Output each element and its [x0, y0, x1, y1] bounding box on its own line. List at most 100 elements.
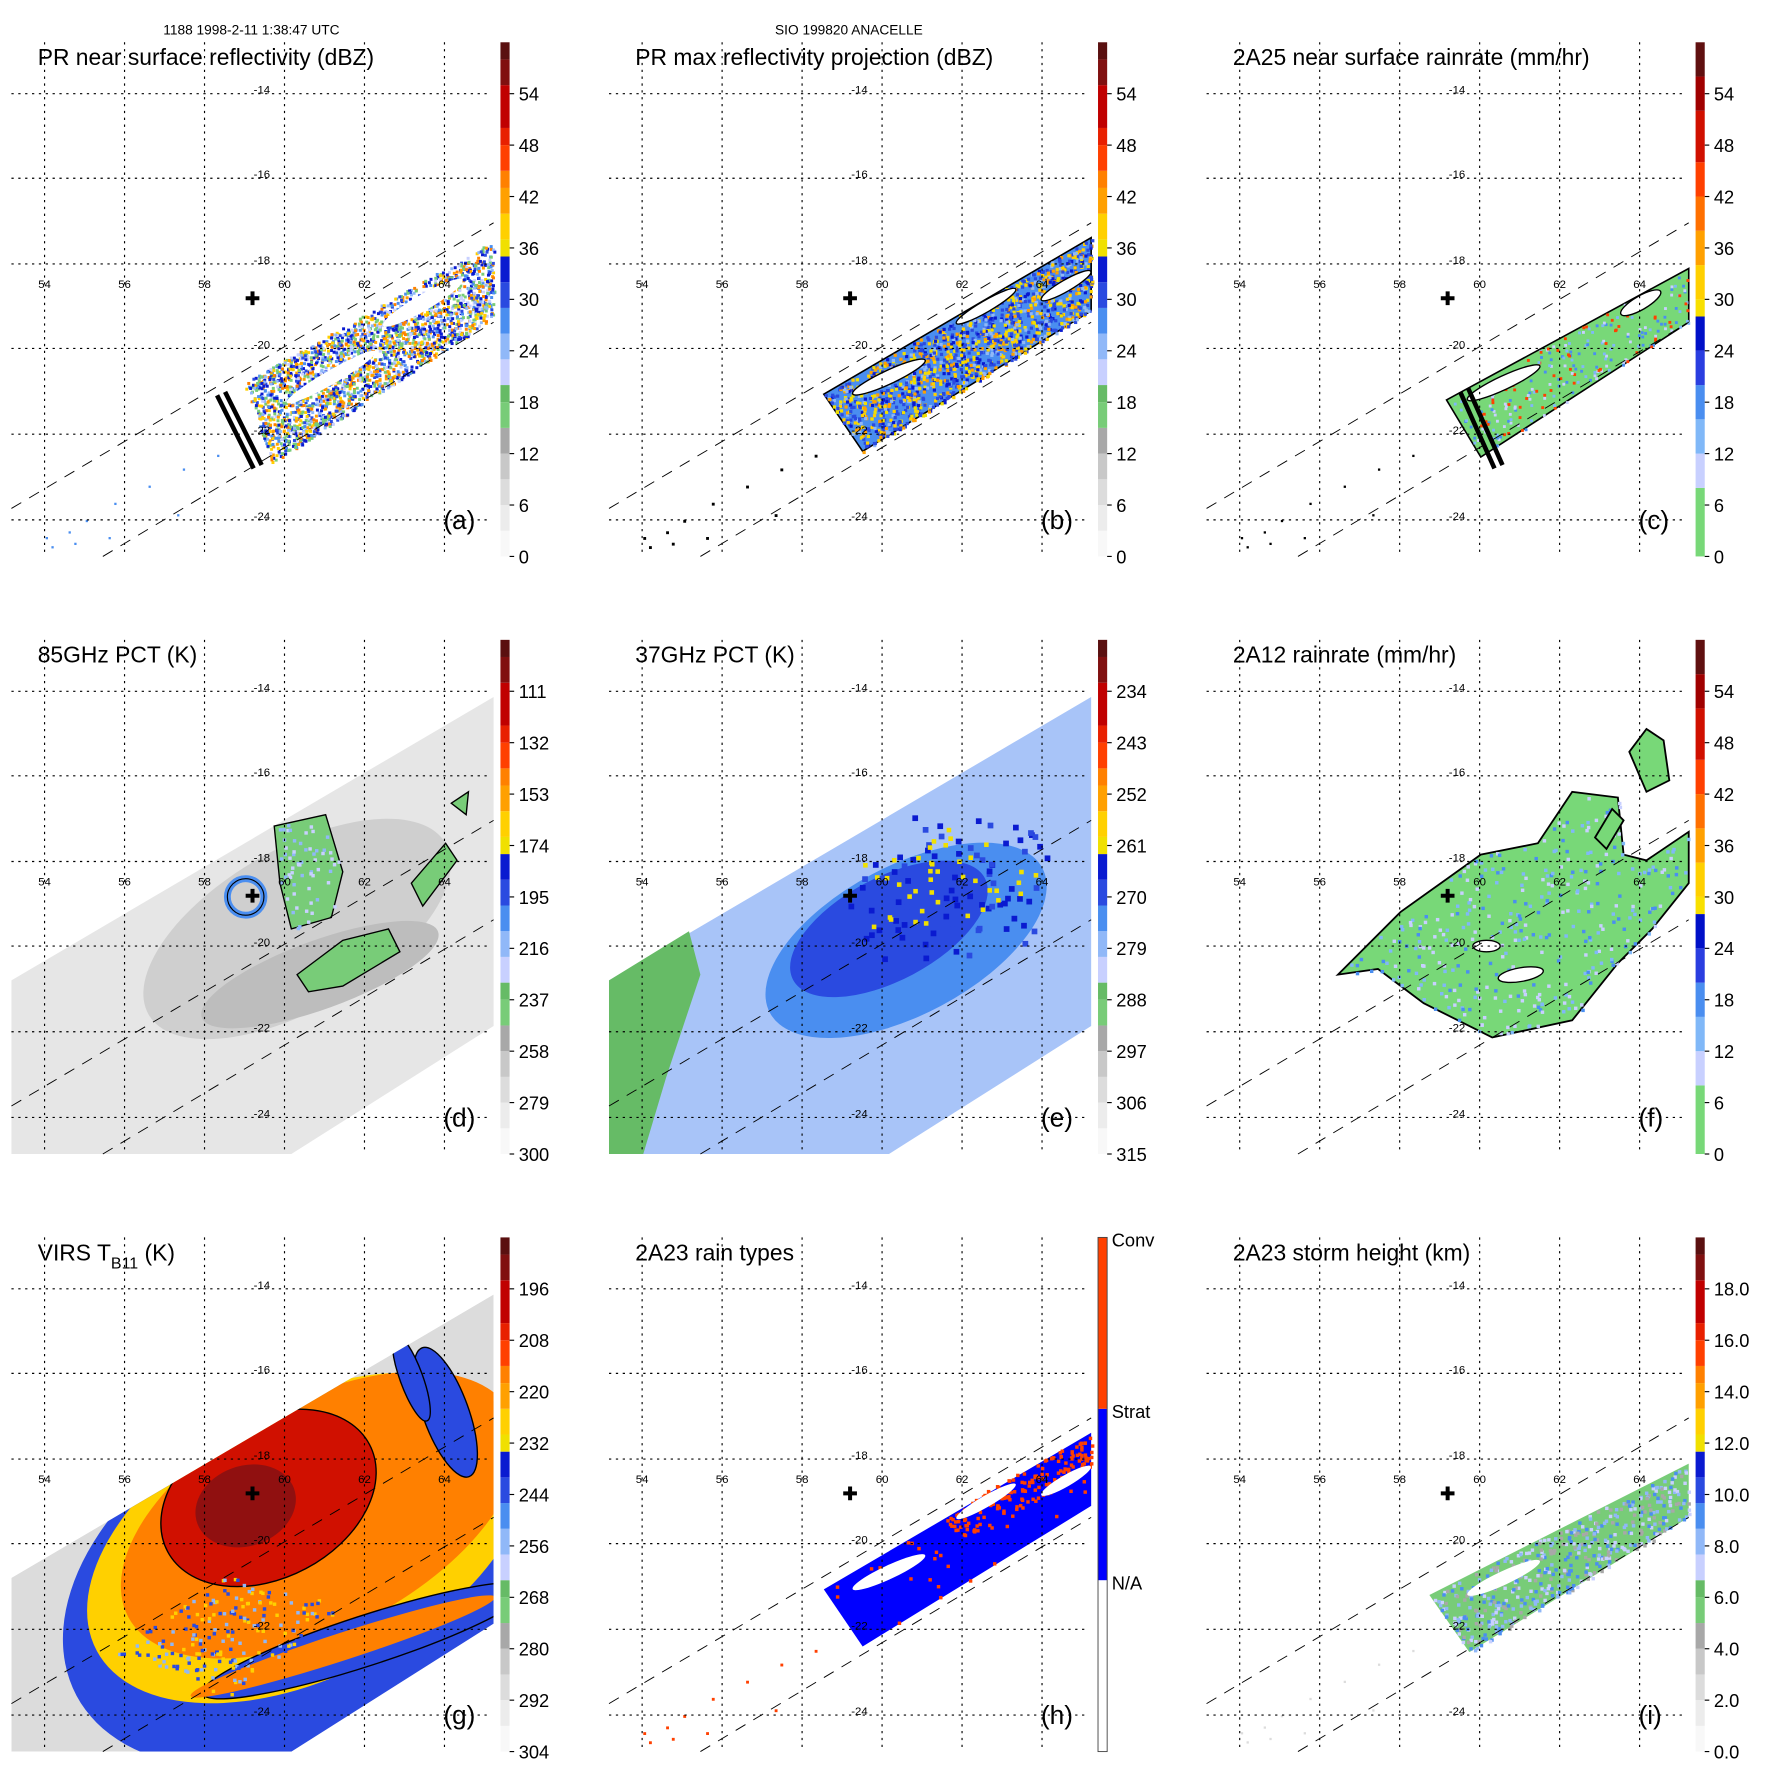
reflectivity-pixel	[1018, 352, 1022, 356]
rainrate-pixel	[1562, 824, 1566, 828]
reflectivity-pixel	[410, 346, 414, 350]
reflectivity-pixel	[472, 286, 476, 290]
reflectivity-pixel	[927, 364, 931, 369]
reflectivity-pixel	[293, 410, 297, 414]
colorbar-segment	[500, 811, 510, 837]
colorbar-segment	[1695, 350, 1705, 386]
rainrate-pixel	[1685, 319, 1689, 323]
reflectivity-pixel	[426, 329, 430, 333]
rainrate-pixel	[1674, 321, 1678, 325]
reflectivity-pixel	[850, 406, 854, 410]
reflectivity-pixel	[320, 389, 324, 393]
reflectivity-pixel	[281, 386, 285, 390]
reflectivity-pixel	[408, 350, 412, 354]
reflectivity-pixel	[1044, 319, 1049, 323]
reflectivity-pixel	[335, 331, 339, 335]
reflectivity-pixel	[483, 313, 487, 317]
reflectivity-pixel	[390, 382, 394, 386]
colorbar-segment	[500, 982, 510, 1000]
lat-label: -16	[1449, 169, 1466, 181]
reflectivity-pixel	[480, 263, 484, 267]
colorbar-tick-label: 153	[519, 784, 549, 805]
reflectivity-pixel	[387, 374, 391, 378]
reflectivity-pixel	[399, 330, 403, 334]
reflectivity-pixel	[318, 432, 322, 436]
rainrate-pixel	[1530, 419, 1534, 423]
rainrate-pixel	[1521, 429, 1524, 432]
reflectivity-pixel	[463, 295, 467, 299]
reflectivity-pixel	[421, 359, 425, 363]
reflectivity-pixel	[879, 405, 883, 409]
storm-center-cross-icon	[843, 291, 857, 306]
reflectivity-pixel	[408, 291, 412, 294]
reflectivity-pixel	[959, 348, 963, 352]
rainrate-pixel	[1309, 502, 1312, 506]
reflectivity-pixel	[466, 256, 470, 260]
colorbar-segment	[1695, 299, 1705, 317]
reflectivity-pixel	[990, 328, 994, 332]
lat-label: -14	[254, 85, 271, 97]
rainrate-pixel	[1543, 370, 1547, 374]
reflectivity-pixel	[330, 395, 334, 399]
reflectivity-pixel	[1065, 317, 1069, 321]
reflectivity-pixel	[437, 323, 441, 327]
pct-pixel	[979, 902, 985, 908]
reflectivity-pixel	[348, 330, 352, 334]
reflectivity-pixel	[271, 437, 275, 441]
reflectivity-pixel	[914, 394, 918, 398]
pct-pixel	[989, 861, 995, 868]
reflectivity-pixel	[932, 351, 937, 355]
reflectivity-pixel	[476, 295, 480, 299]
reflectivity-pixel	[938, 347, 942, 351]
colorbar-tick-label: 54	[519, 84, 539, 105]
rainrate-pixel	[1565, 349, 1569, 353]
reflectivity-pixel	[356, 332, 360, 336]
reflectivity-pixel	[1007, 322, 1011, 326]
reflectivity-pixel	[339, 396, 342, 400]
reflectivity-pixel	[311, 404, 315, 408]
reflectivity-pixel	[1039, 284, 1043, 289]
reflectivity-pixel	[418, 341, 422, 345]
pct-pixel	[929, 860, 934, 866]
pct-pixel	[1026, 898, 1033, 905]
reflectivity-pixel	[1033, 277, 1038, 281]
reflectivity-pixel	[346, 384, 350, 388]
reflectivity-pixel	[1081, 248, 1085, 252]
header-storm-id: SIO 199820 ANACELLE	[775, 22, 923, 37]
lat-label: -18	[254, 853, 270, 865]
reflectivity-pixel	[306, 417, 310, 421]
reflectivity-pixel	[450, 267, 454, 271]
pct-pixel	[931, 853, 938, 860]
reflectivity-pixel	[297, 442, 301, 446]
rainrate-pixel	[1372, 514, 1375, 517]
colorbar-tick-label: 48	[519, 135, 539, 156]
reflectivity-pixel	[1089, 254, 1093, 258]
reflectivity-pixel	[451, 321, 455, 325]
reflectivity-pixel	[488, 305, 492, 309]
colorbar-tick-label: 6	[1714, 495, 1724, 516]
reflectivity-pixel	[306, 373, 310, 377]
reflectivity-pixel	[1005, 347, 1009, 352]
reflectivity-pixel	[269, 368, 273, 372]
reflectivity-pixel	[342, 390, 346, 394]
reflectivity-pixel	[342, 387, 346, 391]
rainrate-pixel	[1569, 350, 1573, 354]
colorbar-segment	[500, 359, 510, 386]
reflectivity-pixel	[936, 329, 941, 333]
reflectivity-pixel	[1055, 271, 1059, 275]
pct-pixel	[931, 839, 937, 844]
rainrate-pixel	[1577, 352, 1581, 356]
rainrate-pixel	[1549, 358, 1553, 362]
pct-pixel	[1044, 855, 1051, 862]
reflectivity-pixel	[1000, 313, 1004, 317]
reflectivity-pixel	[315, 397, 319, 401]
reflectivity-pixel	[348, 374, 352, 378]
reflectivity-pixel	[352, 330, 356, 334]
reflectivity-pixel	[311, 424, 315, 428]
reflectivity-pixel	[911, 383, 915, 387]
reflectivity-pixel	[905, 421, 909, 426]
reflectivity-pixel	[901, 400, 905, 404]
pct-pixel	[884, 875, 890, 881]
reflectivity-pixel	[474, 313, 478, 317]
field-d	[11, 696, 494, 1155]
